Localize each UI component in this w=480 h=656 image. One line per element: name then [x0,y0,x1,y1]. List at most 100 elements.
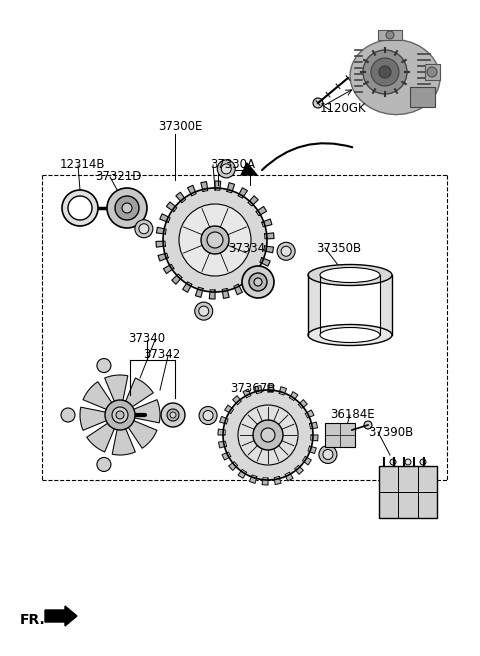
Circle shape [139,224,149,234]
Polygon shape [264,233,274,239]
Bar [410,87,435,107]
Circle shape [207,232,223,248]
Polygon shape [233,396,241,405]
Polygon shape [305,410,314,418]
Ellipse shape [308,264,392,285]
Polygon shape [160,214,170,222]
Polygon shape [163,264,174,274]
Circle shape [364,421,372,429]
Polygon shape [87,415,120,452]
Polygon shape [158,253,168,261]
Polygon shape [285,472,293,481]
Circle shape [323,449,333,459]
Polygon shape [167,202,177,212]
Text: 36184E: 36184E [330,409,374,422]
Circle shape [68,196,92,220]
Circle shape [135,220,153,237]
Circle shape [261,428,275,442]
Polygon shape [195,287,203,297]
Polygon shape [218,441,227,448]
Polygon shape [201,182,208,192]
Polygon shape [262,478,268,485]
Circle shape [161,403,185,427]
Ellipse shape [320,327,380,342]
Polygon shape [255,386,262,394]
Ellipse shape [308,325,392,346]
Polygon shape [264,246,274,253]
Polygon shape [308,446,316,453]
Polygon shape [238,188,247,198]
Circle shape [217,160,235,178]
Polygon shape [299,400,307,409]
Polygon shape [188,186,196,195]
Circle shape [319,445,337,464]
Polygon shape [274,476,281,485]
Polygon shape [220,417,228,424]
Circle shape [61,408,75,422]
Bar [425,64,440,80]
Polygon shape [120,415,157,448]
Polygon shape [156,227,166,234]
Circle shape [195,302,213,320]
Polygon shape [229,462,238,470]
Text: 37342: 37342 [143,348,180,361]
Polygon shape [172,274,182,284]
Bar [378,30,402,40]
Polygon shape [112,415,135,455]
Polygon shape [45,606,77,626]
Circle shape [371,58,399,86]
Circle shape [62,190,98,226]
Bar [379,466,437,518]
Circle shape [403,500,413,510]
Polygon shape [105,375,128,415]
Polygon shape [243,389,251,398]
Text: 1120GK: 1120GK [320,102,367,115]
Polygon shape [183,282,192,292]
Polygon shape [310,422,317,429]
Polygon shape [295,465,303,474]
Circle shape [238,405,298,465]
Polygon shape [302,457,312,465]
Bar [320,275,380,335]
Ellipse shape [320,268,380,283]
Circle shape [420,459,426,465]
Polygon shape [83,382,120,415]
Text: 37321D: 37321D [95,171,142,184]
Circle shape [390,459,396,465]
Polygon shape [250,475,257,483]
Circle shape [405,459,411,465]
Circle shape [112,407,128,423]
Polygon shape [238,470,247,478]
Text: 37334: 37334 [228,241,265,255]
Circle shape [167,409,179,421]
Text: 37340: 37340 [128,331,165,344]
Circle shape [363,50,407,94]
Circle shape [107,188,147,228]
Circle shape [163,188,267,292]
Text: 37367B: 37367B [230,382,276,394]
Polygon shape [248,196,258,206]
Polygon shape [222,452,231,460]
Circle shape [221,164,231,174]
Polygon shape [120,400,160,423]
Polygon shape [234,284,242,295]
Circle shape [379,66,391,78]
Polygon shape [120,378,153,415]
Polygon shape [244,277,254,288]
Circle shape [384,474,394,484]
Text: 37300E: 37300E [158,121,203,134]
Circle shape [199,407,217,424]
Circle shape [249,273,267,291]
Polygon shape [227,183,235,193]
Circle shape [422,500,432,510]
Polygon shape [222,289,229,298]
Polygon shape [215,181,221,190]
Polygon shape [311,435,318,441]
Bar [325,423,355,447]
Circle shape [116,411,124,419]
Circle shape [97,457,111,472]
Text: 37390B: 37390B [368,426,413,438]
Ellipse shape [350,39,440,115]
Circle shape [115,196,139,220]
Polygon shape [80,407,120,430]
